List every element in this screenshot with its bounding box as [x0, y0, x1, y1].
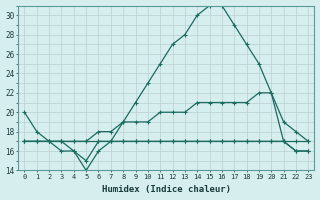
- X-axis label: Humidex (Indice chaleur): Humidex (Indice chaleur): [102, 185, 231, 194]
